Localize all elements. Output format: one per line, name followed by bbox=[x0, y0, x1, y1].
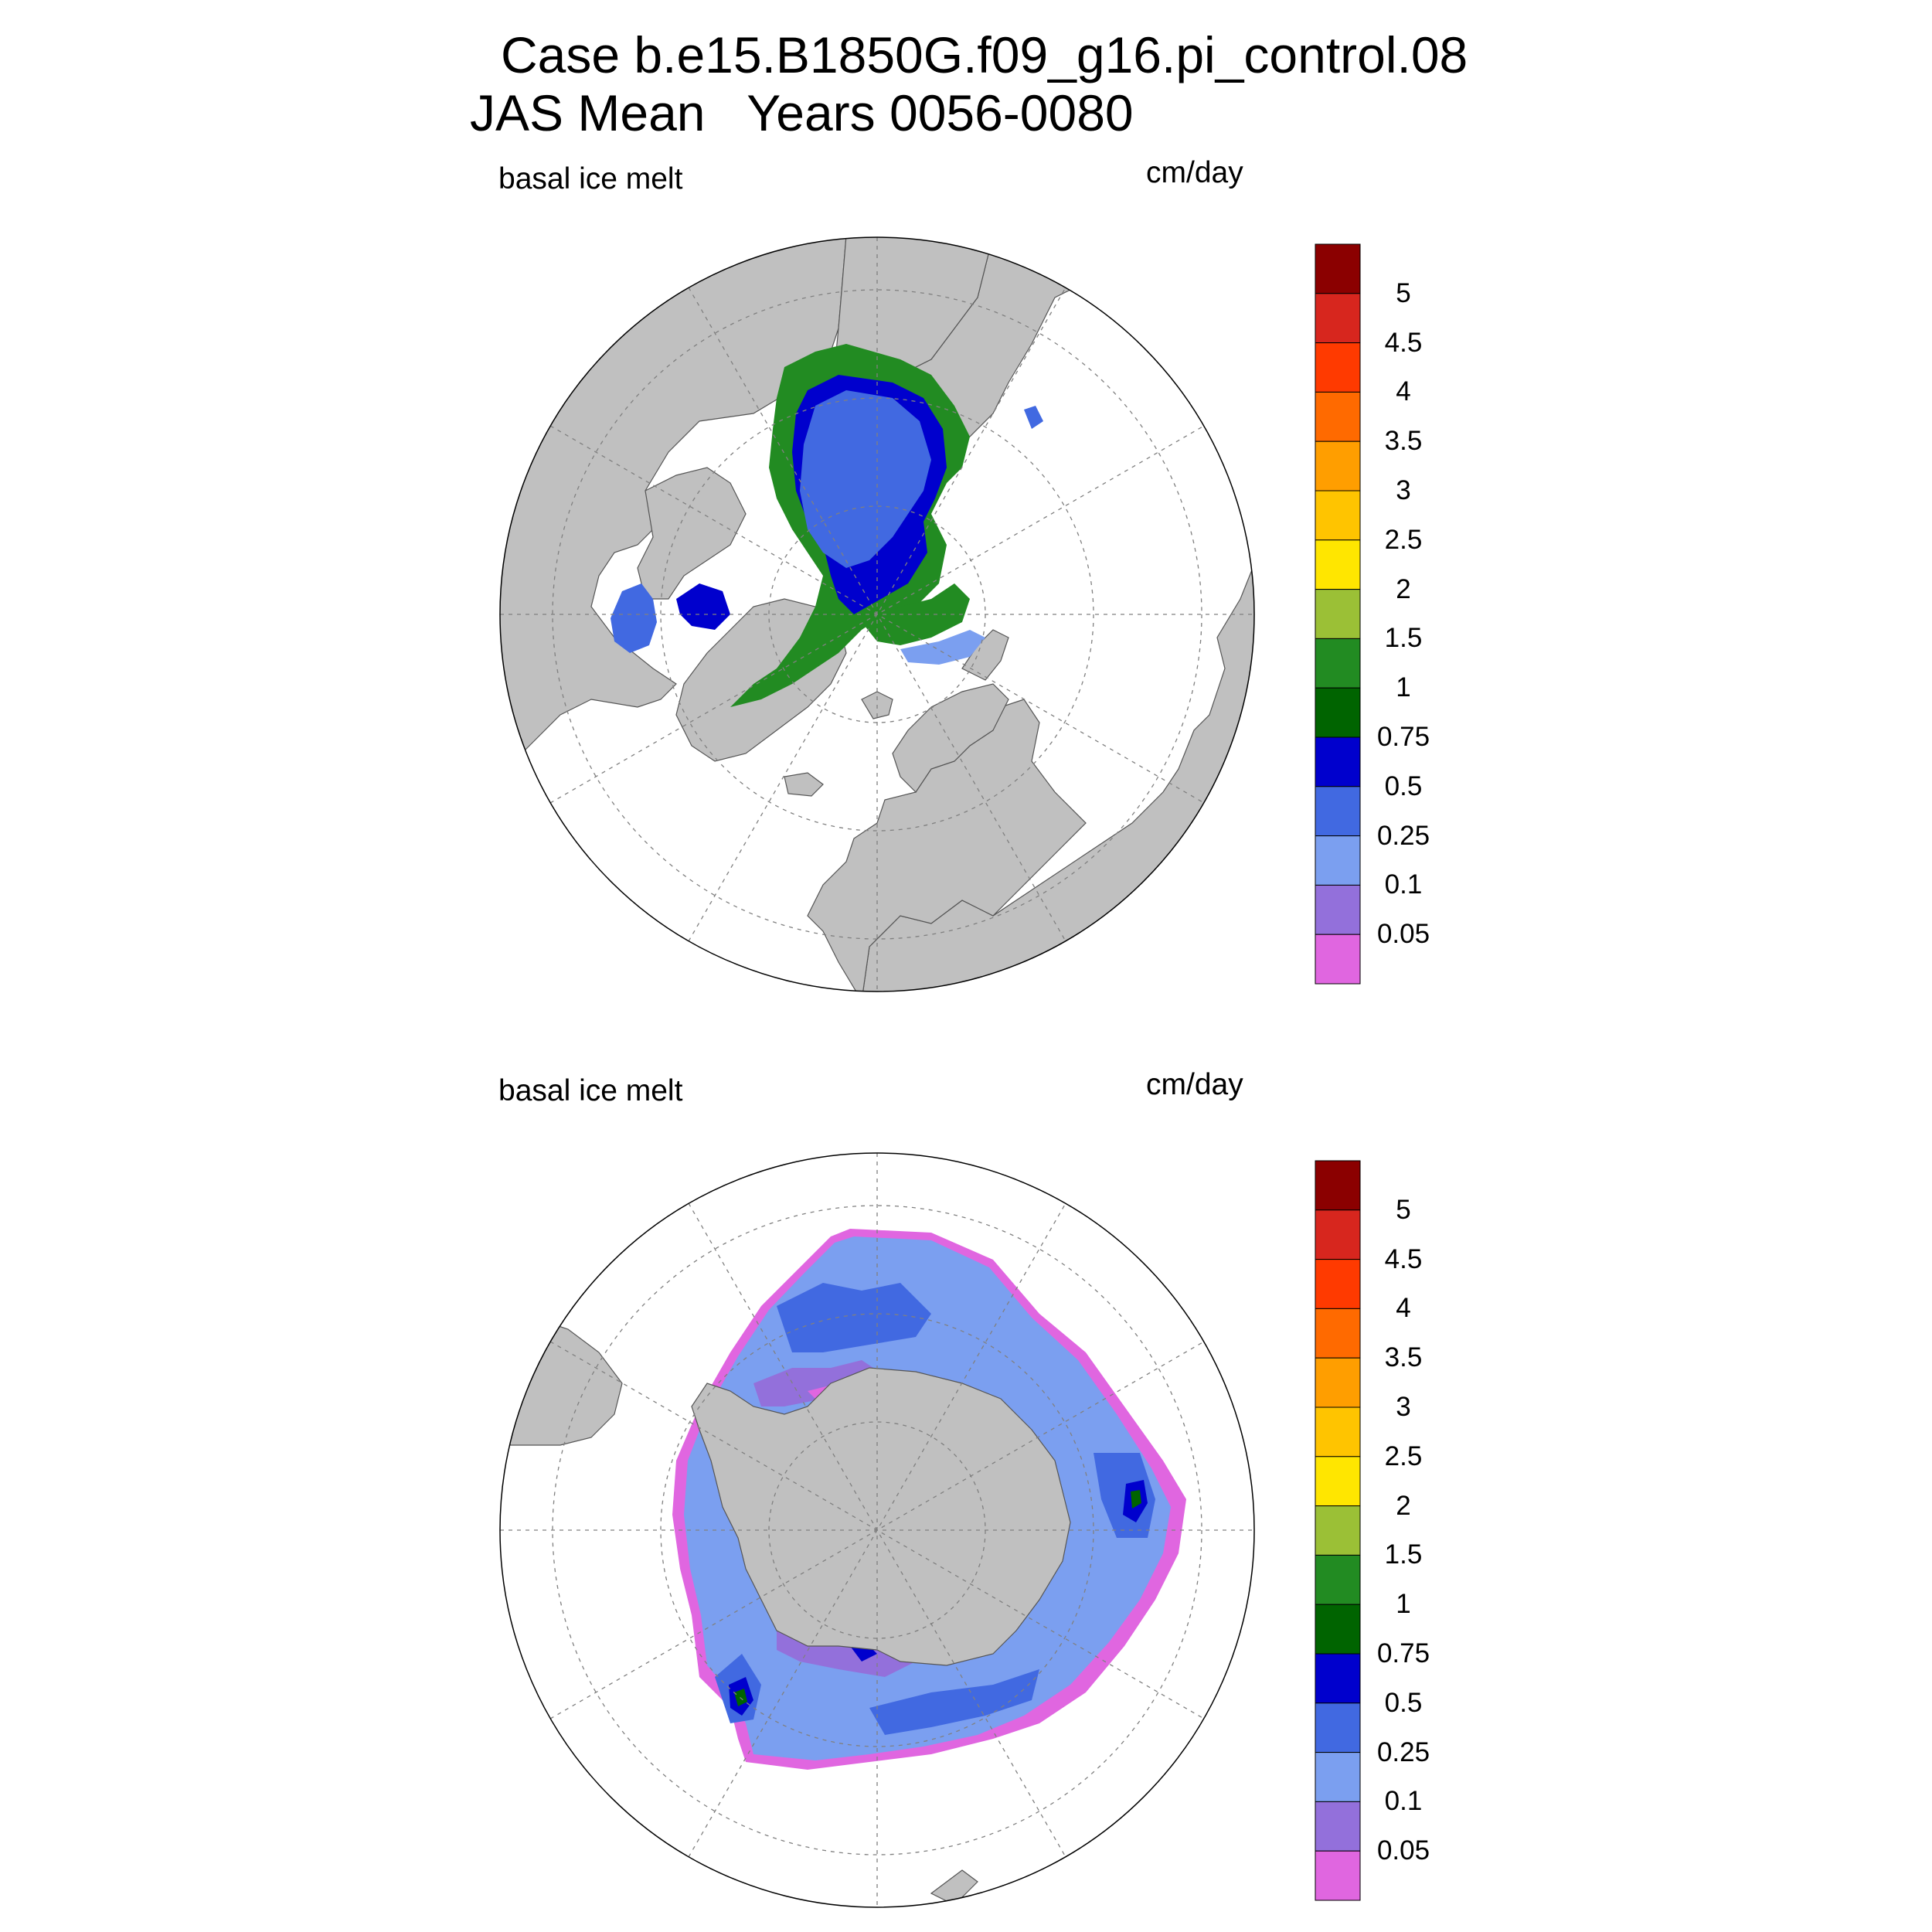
bottom-panel-variable-label: basal ice melt bbox=[498, 1074, 683, 1107]
north-melt-baffin bbox=[676, 583, 730, 630]
south-melt-inner-blue-south bbox=[869, 1669, 1039, 1735]
bottom-colorbar-tick-label: 4.5 bbox=[1384, 1243, 1423, 1274]
top-colorbar-box bbox=[1315, 539, 1361, 590]
bottom-colorbar-box bbox=[1315, 1209, 1361, 1260]
south-melt-east-blue bbox=[1094, 1453, 1155, 1538]
north-melt-barents-green bbox=[862, 583, 970, 645]
bottom-colorbar-box bbox=[1315, 1259, 1361, 1309]
top-colorbar bbox=[1315, 243, 1361, 985]
top-colorbar-tick-label: 0.05 bbox=[1376, 919, 1430, 950]
top-colorbar-box bbox=[1315, 884, 1361, 935]
north-land-canadian-archipelago bbox=[637, 467, 747, 600]
top-colorbar-tick-label: 5 bbox=[1396, 277, 1411, 308]
top-colorbar-tick-label: 0.5 bbox=[1384, 770, 1423, 801]
bottom-colorbar-tick-label: 0.1 bbox=[1384, 1786, 1423, 1817]
north-melt-barents-light bbox=[900, 630, 985, 665]
top-colorbar-tick-label: 1.5 bbox=[1384, 623, 1423, 654]
top-colorbar-box bbox=[1315, 736, 1361, 787]
bottom-colorbar-tick-label: 0.5 bbox=[1384, 1687, 1423, 1718]
bottom-colorbar-box bbox=[1315, 1752, 1361, 1802]
top-colorbar-tick-label: 4.5 bbox=[1384, 327, 1423, 358]
top-colorbar-box bbox=[1315, 638, 1361, 689]
title-line-1: Case b.e15.B1850G.f09_g16.pi_control.08 bbox=[501, 26, 1468, 83]
south-melt-east-green bbox=[1131, 1490, 1141, 1509]
bottom-colorbar-tick-label: 3 bbox=[1396, 1392, 1411, 1422]
bottom-colorbar-tick-label: 1.5 bbox=[1384, 1539, 1423, 1570]
top-colorbar-tick-label: 0.75 bbox=[1376, 722, 1430, 752]
bottom-colorbar-box bbox=[1315, 1554, 1361, 1605]
south-melt-weddell-purple bbox=[753, 1360, 885, 1406]
top-colorbar-box bbox=[1315, 589, 1361, 639]
bottom-colorbar-tick-label: 0.05 bbox=[1376, 1835, 1430, 1866]
top-colorbar-box bbox=[1315, 934, 1361, 985]
top-colorbar-box bbox=[1315, 687, 1361, 738]
south-polar-map bbox=[499, 1152, 1255, 1908]
bottom-colorbar bbox=[1315, 1160, 1361, 1901]
top-colorbar-tick-label: 3.5 bbox=[1384, 426, 1423, 457]
bottom-colorbar-box bbox=[1315, 1456, 1361, 1507]
top-colorbar-box bbox=[1315, 293, 1361, 344]
bottom-colorbar-tick-label: 0.25 bbox=[1376, 1736, 1430, 1767]
bottom-colorbar-tick-label: 5 bbox=[1396, 1194, 1411, 1225]
south-map-graticule bbox=[500, 1153, 1254, 1907]
top-colorbar-box bbox=[1315, 786, 1361, 837]
title-line-2: JAS Mean Years 0056-0080 bbox=[470, 84, 1134, 141]
bottom-colorbar-tick-label: 4 bbox=[1396, 1293, 1411, 1324]
south-melt-west-green bbox=[734, 1689, 747, 1706]
top-colorbar-tick-label: 1 bbox=[1396, 672, 1411, 703]
top-colorbar-tick-label: 0.25 bbox=[1376, 820, 1430, 851]
north-map-border bbox=[499, 236, 1255, 992]
bottom-colorbar-tick-label: 1 bbox=[1396, 1589, 1411, 1620]
bottom-panel-units-label: cm/day bbox=[1146, 1068, 1243, 1101]
bottom-colorbar-tick-label: 3.5 bbox=[1384, 1342, 1423, 1373]
top-colorbar-box bbox=[1315, 243, 1361, 294]
bottom-colorbar-box bbox=[1315, 1653, 1361, 1704]
top-colorbar-box bbox=[1315, 440, 1361, 492]
top-colorbar-tick-label: 2.5 bbox=[1384, 524, 1423, 555]
north-melt-central-arctic bbox=[800, 390, 931, 568]
south-melt-mid-blue bbox=[777, 1283, 931, 1352]
bottom-colorbar-tick-label: 2 bbox=[1396, 1490, 1411, 1521]
south-map-border bbox=[499, 1152, 1255, 1908]
top-colorbar-tick-label: 3 bbox=[1396, 475, 1411, 505]
north-land-scandinavia bbox=[892, 683, 1009, 793]
bottom-colorbar-box bbox=[1315, 1801, 1361, 1852]
top-colorbar-tick-label: 2 bbox=[1396, 573, 1411, 604]
north-land-iceland bbox=[784, 772, 824, 797]
bottom-colorbar-box bbox=[1315, 1160, 1361, 1211]
bottom-colorbar-box bbox=[1315, 1850, 1361, 1901]
top-colorbar-box bbox=[1315, 490, 1361, 541]
bottom-colorbar-box bbox=[1315, 1702, 1361, 1753]
bottom-colorbar-box bbox=[1315, 1357, 1361, 1408]
top-colorbar-tick-label: 4 bbox=[1396, 376, 1411, 407]
top-colorbar-box bbox=[1315, 835, 1361, 886]
top-panel-variable-label: basal ice melt bbox=[498, 162, 683, 196]
top-panel-units-label: cm/day bbox=[1146, 156, 1243, 189]
north-melt-hudson-bay bbox=[611, 583, 657, 653]
bottom-colorbar-box bbox=[1315, 1308, 1361, 1359]
south-land-antarctica bbox=[691, 1367, 1071, 1666]
top-colorbar-tick-label: 0.1 bbox=[1384, 869, 1423, 900]
top-colorbar-box bbox=[1315, 342, 1361, 393]
bottom-colorbar-tick-label: 2.5 bbox=[1384, 1440, 1423, 1471]
top-colorbar-box bbox=[1315, 391, 1361, 442]
north-melt-okhotsk bbox=[1024, 406, 1043, 429]
bottom-colorbar-box bbox=[1315, 1604, 1361, 1655]
bottom-colorbar-box bbox=[1315, 1406, 1361, 1458]
north-polar-map bbox=[499, 236, 1255, 992]
bottom-colorbar-tick-label: 0.75 bbox=[1376, 1638, 1430, 1668]
bottom-colorbar-box bbox=[1315, 1505, 1361, 1556]
north-map-graticule bbox=[500, 237, 1254, 992]
